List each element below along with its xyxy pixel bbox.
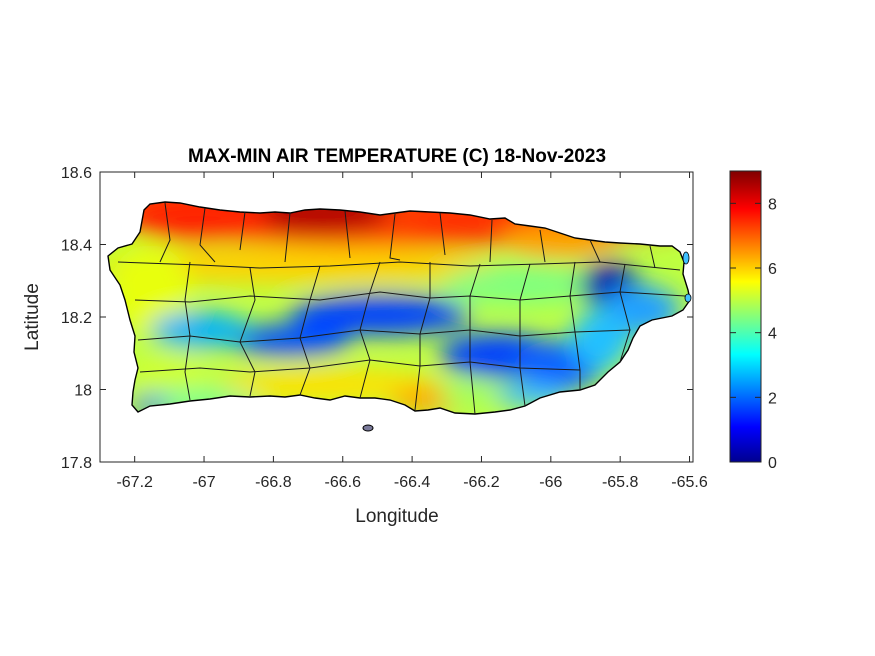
x-tick-label: -66 (539, 474, 562, 491)
municipality-boundaries (117, 202, 686, 415)
colorbar (729, 170, 762, 463)
colorbar-tick-label: 8 (768, 196, 777, 213)
colorbar-tick-label: 2 (768, 390, 777, 407)
y-tick-label: 18 (74, 383, 92, 400)
x-tick-label: -66.2 (463, 474, 500, 491)
x-tick-label: -67.2 (116, 474, 153, 491)
colorbar-ticks: 8 6 4 2 0 (730, 196, 777, 472)
y-axis: 18.6 18.4 18.2 18 17.8 (61, 165, 693, 472)
y-tick-label: 17.8 (61, 455, 92, 472)
y-tick-label: 18.2 (61, 310, 92, 327)
x-tick-label: -66.6 (325, 474, 362, 491)
colorbar-tick-label: 4 (768, 326, 777, 343)
x-tick-label: -66.4 (394, 474, 431, 491)
x-tick-label: -67 (192, 474, 215, 491)
offshore-islet (362, 424, 374, 432)
y-tick-label: 18.4 (61, 238, 92, 255)
x-tick-label: -65.8 (602, 474, 639, 491)
x-tick-label: -65.6 (671, 474, 708, 491)
x-axis-label: Longitude (355, 506, 438, 527)
offshore-islet (684, 293, 692, 303)
offshore-islet (682, 251, 690, 265)
y-tick-label: 18.6 (61, 165, 92, 182)
y-axis-label: Latitude (22, 283, 43, 351)
colorbar-tick-label: 6 (768, 261, 777, 278)
x-tick-label: -66.8 (255, 474, 292, 491)
x-axis: -67.2 -67 -66.8 -66.6 -66.4 -66.2 -66 -65.8 -65.… (116, 172, 708, 491)
colorbar-tick-label: 0 (768, 455, 777, 472)
chart-title: MAX-MIN AIR TEMPERATURE (C) 18-Nov-2023 (188, 146, 606, 167)
